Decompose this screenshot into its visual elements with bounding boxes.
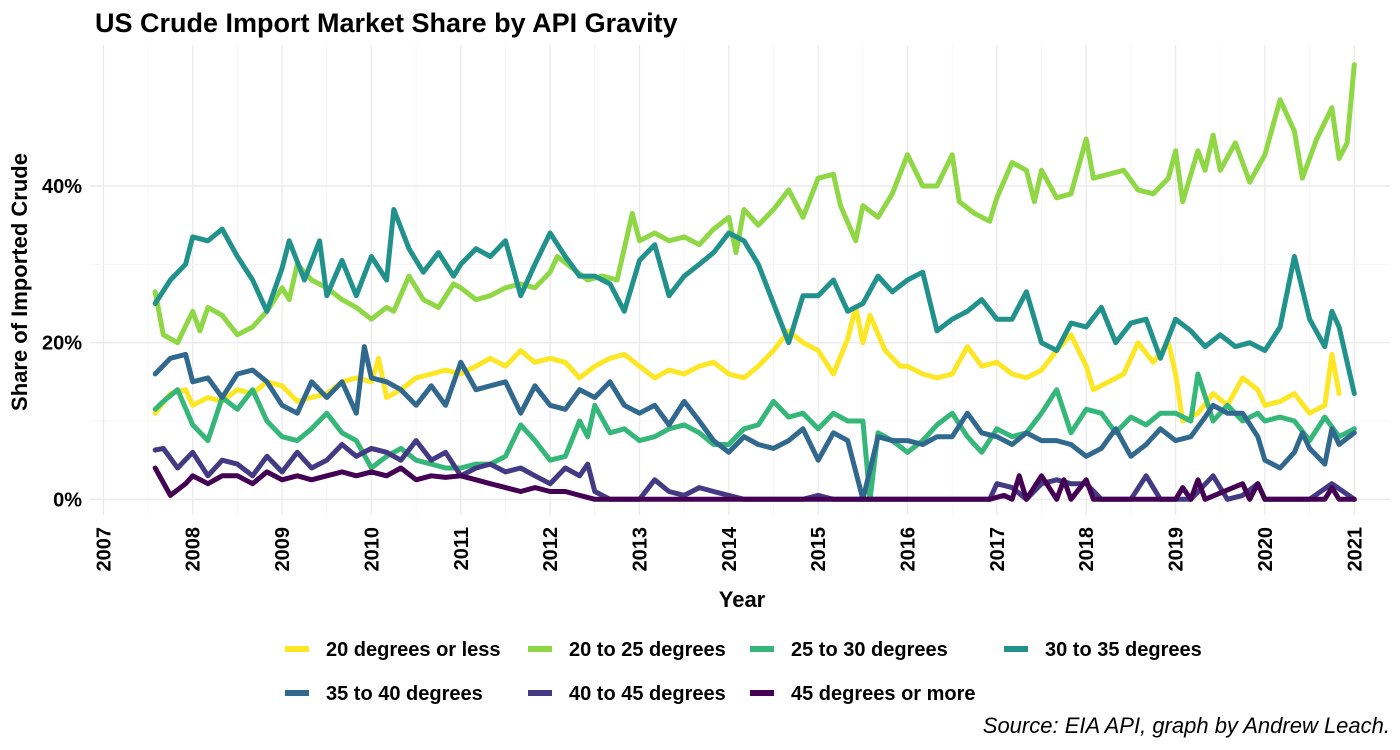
legend-label: 20 to 25 degrees [569, 639, 726, 661]
y-tick-label: 20% [42, 333, 82, 355]
y-tick-label: 0% [53, 489, 82, 511]
legend-label: 20 degrees or less [326, 639, 501, 661]
series-line-1 [152, 304, 1342, 424]
legend: 20 degrees or less 20 to 25 degrees 25 to … [285, 639, 1202, 705]
legend-label: 30 to 35 degrees [1045, 639, 1202, 661]
x-tick-label: 2017 [987, 527, 1009, 572]
x-tick-label: 2018 [1076, 527, 1098, 572]
legend-label: 35 to 40 degrees [326, 683, 483, 705]
series-line-5 [152, 344, 1357, 502]
x-tick-label: 2012 [540, 527, 562, 572]
x-axis-title: Year [719, 587, 766, 612]
chart-title: US Crude Import Market Share by API Grav… [95, 8, 678, 38]
x-tick-label: 2014 [719, 526, 741, 571]
series-line-6 [152, 438, 1357, 502]
x-tick-label: 2019 [1166, 527, 1188, 572]
series-line-2 [152, 62, 1357, 346]
y-axis-ticks: 0% 20% 40% [42, 176, 82, 511]
x-tick-label: 2013 [630, 527, 652, 572]
chart-caption: Source: EIA API, graph by Andrew Leach. [983, 713, 1390, 738]
x-axis-ticks: 2007 2008 2009 2010 2011 2012 2013 2014 2015 2016… [93, 526, 1366, 571]
y-tick-label: 40% [42, 176, 82, 198]
x-tick-label: 2009 [272, 527, 294, 572]
x-tick-label: 2016 [898, 527, 920, 572]
legend-label: 45 degrees or more [791, 683, 976, 705]
legend-label: 40 to 45 degrees [569, 683, 726, 705]
legend-label: 25 to 30 degrees [791, 639, 948, 661]
y-axis-title: Share of Imported Crude [7, 153, 32, 411]
x-tick-label: 2008 [183, 527, 205, 572]
x-tick-label: 2015 [808, 527, 830, 572]
x-tick-label: 2011 [451, 527, 473, 570]
series-lines [152, 62, 1357, 502]
series-line-7 [152, 465, 1357, 502]
series-line-4 [152, 207, 1357, 397]
x-tick-label: 2020 [1255, 527, 1277, 572]
x-tick-label: 2021 [1344, 527, 1366, 572]
series-line-3 [152, 371, 1357, 502]
x-tick-label: 2007 [93, 527, 115, 572]
grid [90, 45, 1390, 515]
x-tick-label: 2010 [361, 527, 383, 572]
